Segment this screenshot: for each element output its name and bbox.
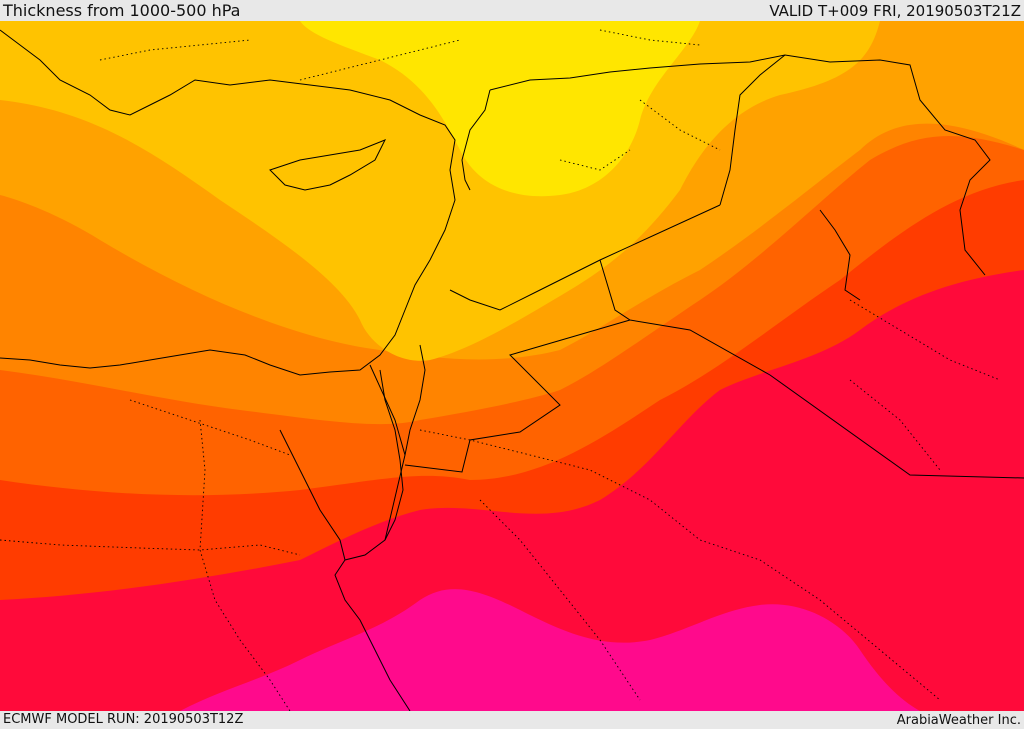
internal-boundaries [0, 29, 1001, 711]
model-run: ECMWF MODEL RUN: 20190503T12Z [3, 712, 244, 727]
band-6 [0, 270, 1024, 711]
band-7 [180, 589, 920, 711]
thickness-map [0, 21, 1024, 711]
header-bar: Thickness from 1000-500 hPa VALID T+009 … [0, 0, 1024, 21]
coastlines [0, 29, 861, 711]
valid-time: VALID T+009 FRI, 20190503T21Z [769, 2, 1021, 20]
map-title: Thickness from 1000-500 hPa [3, 1, 241, 20]
band-3 [300, 21, 700, 197]
band-2 [0, 21, 880, 361]
credit: ArabiaWeather Inc. [896, 713, 1021, 728]
footer-bar: ECMWF MODEL RUN: 20190503T12Z ArabiaWeat… [0, 711, 1024, 729]
borders [369, 54, 1024, 541]
